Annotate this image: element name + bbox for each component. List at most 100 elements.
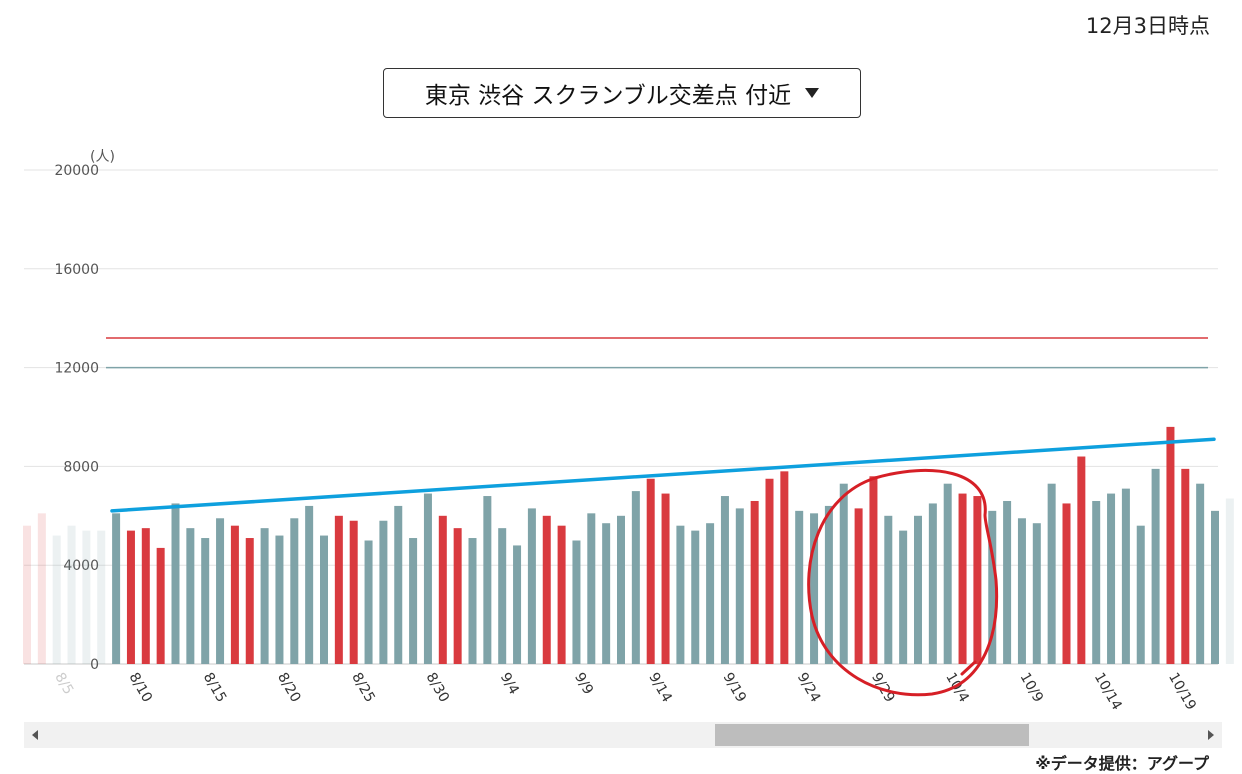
x-tick-label: 10/14 xyxy=(1091,670,1125,713)
bar xyxy=(1092,500,1101,664)
bar xyxy=(201,538,210,664)
scroll-left-icon[interactable] xyxy=(32,730,38,740)
x-tick-label: 9/19 xyxy=(719,670,749,705)
bar xyxy=(572,540,581,664)
bar xyxy=(988,510,997,664)
bar xyxy=(1003,500,1012,664)
x-tick-label: 8/5 xyxy=(51,670,76,698)
bar xyxy=(646,478,655,664)
bar xyxy=(23,525,31,664)
bar xyxy=(661,493,670,664)
bar xyxy=(82,530,91,664)
x-tick-label: 9/29 xyxy=(868,670,898,705)
bar xyxy=(602,523,611,664)
bar xyxy=(67,525,76,664)
bar xyxy=(230,525,239,664)
bar xyxy=(928,503,937,664)
bar xyxy=(631,491,640,664)
x-tick-label: 10/19 xyxy=(1165,670,1199,713)
bar xyxy=(245,538,254,664)
x-tick-label: 9/14 xyxy=(645,670,675,705)
bar xyxy=(795,510,804,664)
y-tick-label: 4000 xyxy=(63,558,99,574)
bar xyxy=(409,538,418,664)
location-select[interactable]: 東京 渋谷 スクランブル交差点 付近 xyxy=(383,68,861,118)
bar xyxy=(483,496,492,664)
bar xyxy=(1107,493,1116,664)
bar xyxy=(1136,525,1145,664)
bar xyxy=(884,515,893,664)
x-tick-label: 8/15 xyxy=(200,670,230,705)
y-tick-label: 12000 xyxy=(54,361,99,377)
x-tick-label: 9/4 xyxy=(497,670,522,698)
scroll-thumb[interactable] xyxy=(715,724,1029,746)
x-tick-label: 10/9 xyxy=(1016,670,1046,705)
bar xyxy=(691,530,700,664)
bar xyxy=(706,523,715,664)
bar xyxy=(1121,488,1130,664)
trend-line xyxy=(110,437,1216,513)
x-tick-label: 8/10 xyxy=(125,670,155,705)
x-tick-label: 8/20 xyxy=(274,670,304,705)
bar xyxy=(869,476,878,664)
timestamp: 12月3日時点 xyxy=(1085,14,1210,38)
data-credit: ※データ提供：アグープ xyxy=(1035,754,1209,773)
x-tick-label: 8/30 xyxy=(422,670,452,705)
bar xyxy=(1077,456,1086,664)
bar xyxy=(379,520,388,664)
bar xyxy=(290,518,299,664)
x-tick-label: 8/25 xyxy=(348,670,378,705)
y-tick-label: 0 xyxy=(90,657,99,673)
bar xyxy=(765,478,774,664)
bar xyxy=(260,528,269,664)
bar xyxy=(498,528,507,664)
annotation-stroke xyxy=(960,660,977,676)
bar xyxy=(527,508,536,664)
bar xyxy=(1017,518,1026,664)
bar xyxy=(854,508,863,664)
y-tick-label: 16000 xyxy=(54,262,99,278)
bar xyxy=(617,515,625,664)
bar xyxy=(37,513,46,664)
bar xyxy=(126,530,135,664)
bar xyxy=(943,483,952,664)
bar xyxy=(275,535,284,664)
bar xyxy=(305,505,314,664)
bar xyxy=(973,496,982,664)
bar xyxy=(899,530,908,664)
bar xyxy=(735,508,744,664)
bar xyxy=(1225,498,1234,664)
scroll-right-icon[interactable] xyxy=(1208,730,1214,740)
bar xyxy=(334,515,343,664)
location-select-label: 東京 渋谷 スクランブル交差点 付近 xyxy=(424,83,792,109)
bar xyxy=(839,483,848,664)
bar xyxy=(423,493,432,664)
bar xyxy=(587,513,596,664)
bar xyxy=(1151,468,1160,664)
bar xyxy=(52,535,61,664)
y-tick-label: 20000 xyxy=(54,163,99,179)
horizontal-scrollbar[interactable] xyxy=(24,722,1222,748)
bar xyxy=(141,528,150,664)
x-tick-label: 9/9 xyxy=(571,670,596,698)
bar xyxy=(513,545,522,664)
bar xyxy=(1211,510,1219,664)
bar xyxy=(1032,523,1041,664)
bar xyxy=(320,535,328,664)
chevron-down-icon[interactable] xyxy=(805,88,820,98)
annotation-circle xyxy=(807,468,999,697)
bar xyxy=(394,505,403,664)
y-unit-label: (人) xyxy=(90,149,115,165)
bar xyxy=(364,540,373,664)
bar xyxy=(1181,468,1190,664)
bar xyxy=(750,500,759,664)
bar xyxy=(780,471,789,664)
bar xyxy=(438,515,447,664)
bar xyxy=(112,513,121,664)
bar xyxy=(1166,426,1175,664)
x-tick-label: 10/4 xyxy=(942,670,972,705)
x-tick-label: 9/24 xyxy=(794,670,824,705)
bar xyxy=(1062,503,1071,664)
bar xyxy=(542,515,551,664)
